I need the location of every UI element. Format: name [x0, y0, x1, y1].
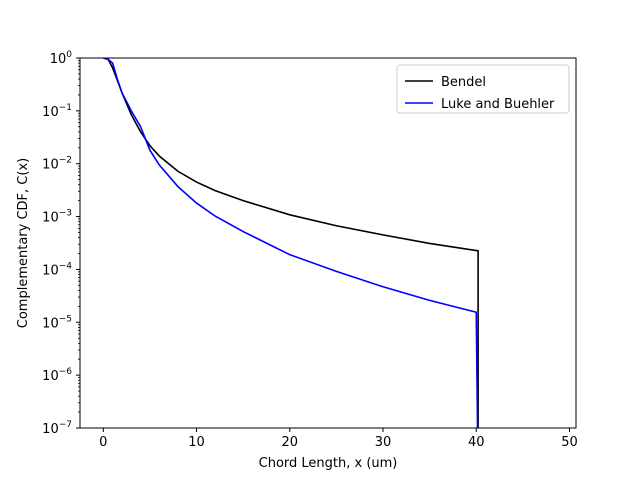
y-tick-label: 10−5 [42, 314, 72, 331]
plot-frame [79, 57, 577, 429]
x-tick-label: 30 [375, 435, 392, 450]
x-tick-label: 10 [188, 435, 205, 450]
x-tick-label: 50 [561, 435, 578, 450]
y-tick-label: 10−6 [42, 367, 72, 384]
x-tick-label: 40 [468, 435, 485, 450]
series-line-1 [103, 58, 479, 428]
y-tick-label: 10−3 [42, 209, 72, 226]
y-axis-label: Complementary CDF, C(x) [16, 158, 31, 328]
y-axis: 10−7 10−6 10−5 10−4 10−3 10−2 10−1 100 [42, 50, 80, 437]
x-axis-label: Chord Length, x (um) [259, 456, 398, 471]
legend-label: Bendel [441, 75, 486, 90]
x-tick-label: 0 [99, 435, 107, 450]
x-tick-label: 20 [282, 435, 299, 450]
series-layer [103, 58, 479, 428]
y-tick-label: 10−1 [42, 103, 72, 120]
legend-label: Luke and Buehler [441, 97, 555, 112]
y-tick-label: 100 [50, 50, 73, 67]
legend-box [396, 64, 570, 114]
x-axis: 0 10 20 30 40 50 [99, 428, 578, 450]
series-line-2 [103, 58, 479, 428]
y-tick-label: 10−4 [42, 261, 72, 278]
y-tick-label: 10−7 [42, 420, 72, 437]
y-tick-label: 10−2 [42, 156, 72, 173]
legend: Bendel Luke and Buehler [396, 64, 570, 114]
